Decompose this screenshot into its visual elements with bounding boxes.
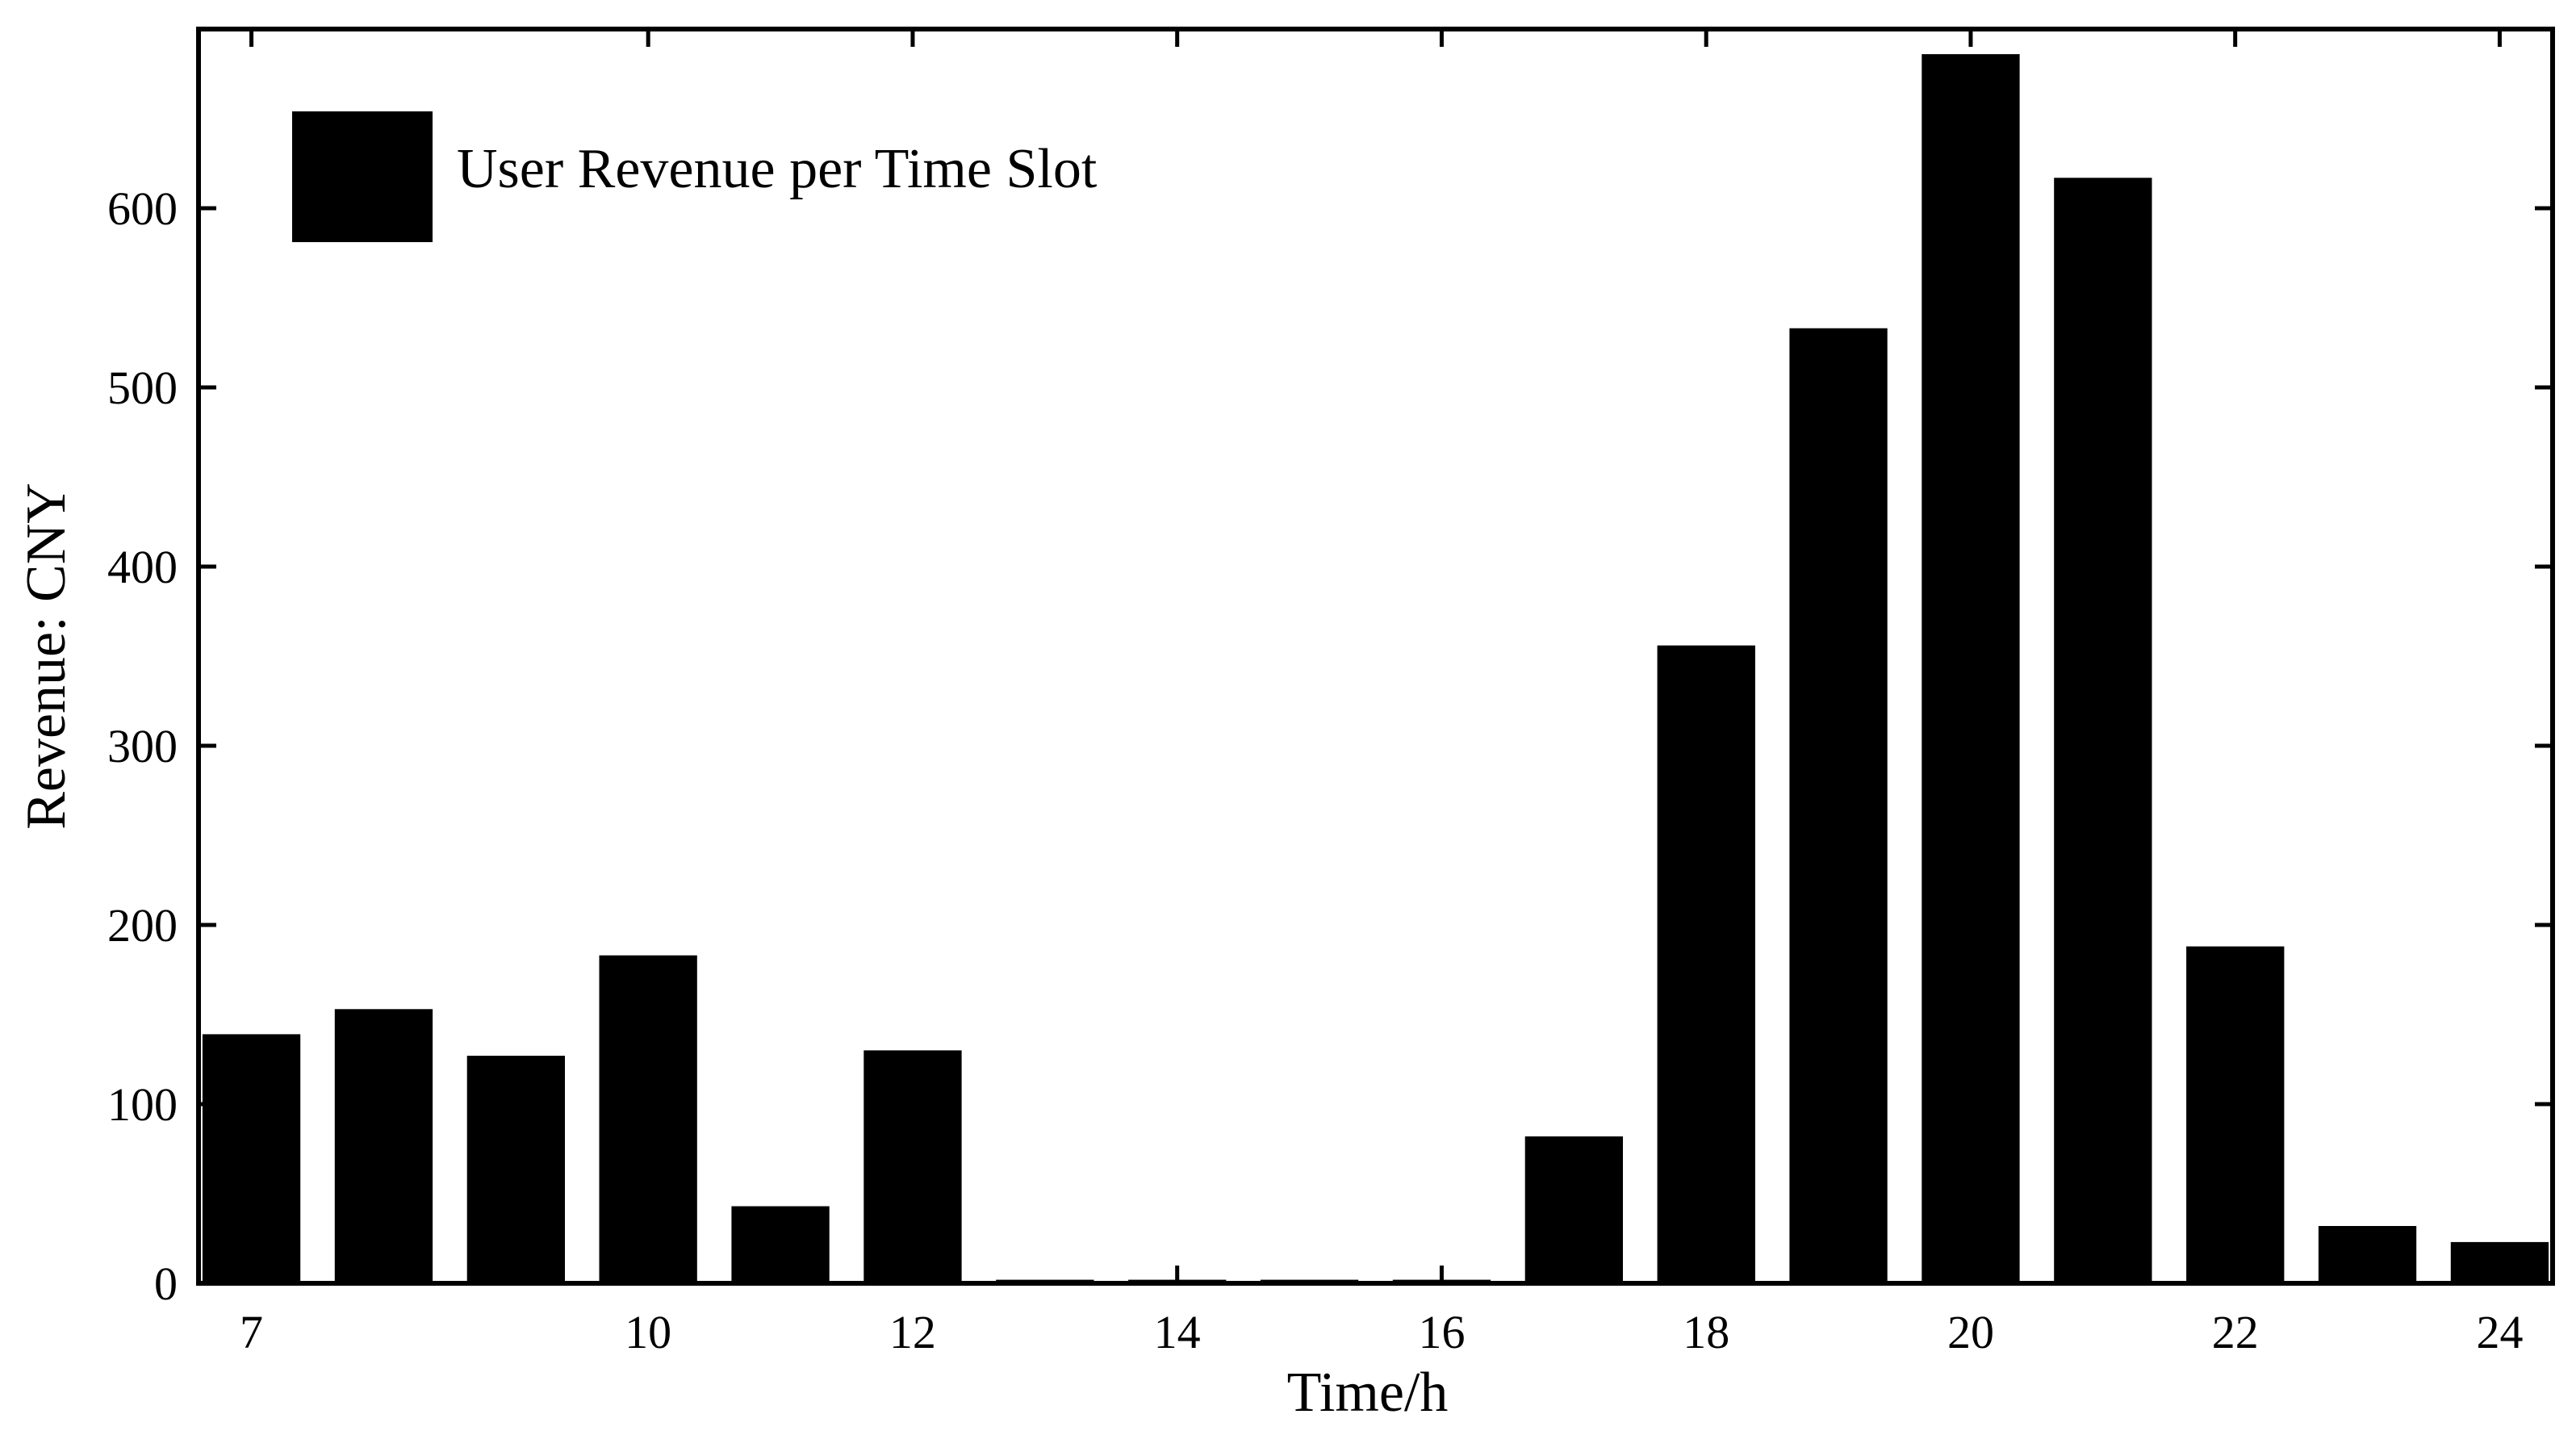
bar-7 xyxy=(202,1034,301,1283)
y-tick-labels: 0 100 200 300 400 500 600 xyxy=(107,182,178,1310)
legend: User Revenue per Time Slot xyxy=(292,111,1098,242)
legend-label: User Revenue per Time Slot xyxy=(457,138,1098,200)
bar-19 xyxy=(1789,328,1888,1284)
bar-17 xyxy=(1524,1136,1623,1283)
plot-frame xyxy=(196,27,2555,1286)
y-tick-label-500: 500 xyxy=(107,362,178,414)
x-tick-label-7: 7 xyxy=(240,1306,263,1358)
bar-21 xyxy=(2054,178,2152,1283)
x-tick-label-14: 14 xyxy=(1154,1306,1201,1358)
y-axis-title: Revenue: CNY xyxy=(15,483,77,830)
y-tick-label-0: 0 xyxy=(154,1257,178,1310)
bar-18 xyxy=(1657,645,1755,1283)
y-tick-label-100: 100 xyxy=(107,1078,178,1131)
y-tick-label-400: 400 xyxy=(107,541,178,593)
bars xyxy=(202,54,2549,1284)
bar-12 xyxy=(864,1050,962,1283)
bar-8 xyxy=(334,1009,433,1283)
x-tick-label-16: 16 xyxy=(1418,1306,1465,1358)
x-axis-title: Time/h xyxy=(1287,1362,1449,1424)
bar-10 xyxy=(599,955,697,1283)
bar-22 xyxy=(2186,946,2285,1283)
y-tick-label-300: 300 xyxy=(107,720,178,772)
x-tick-label-18: 18 xyxy=(1683,1306,1729,1358)
bar-23 xyxy=(2318,1226,2417,1283)
x-tick-label-12: 12 xyxy=(889,1306,936,1358)
bar-11 xyxy=(731,1206,830,1283)
bar-20 xyxy=(1922,54,2020,1284)
x-tick-label-20: 20 xyxy=(1947,1306,1994,1358)
x-tick-label-22: 22 xyxy=(2212,1306,2259,1358)
x-tick-labels: 7 10 12 14 16 18 20 22 24 xyxy=(240,1306,2523,1358)
y-tick-label-200: 200 xyxy=(107,899,178,952)
bar-9 xyxy=(466,1056,565,1283)
x-tick-label-10: 10 xyxy=(625,1306,671,1358)
y-tick-label-600: 600 xyxy=(107,182,178,235)
x-tick-label-24: 24 xyxy=(2476,1306,2523,1358)
legend-swatch xyxy=(292,111,433,242)
